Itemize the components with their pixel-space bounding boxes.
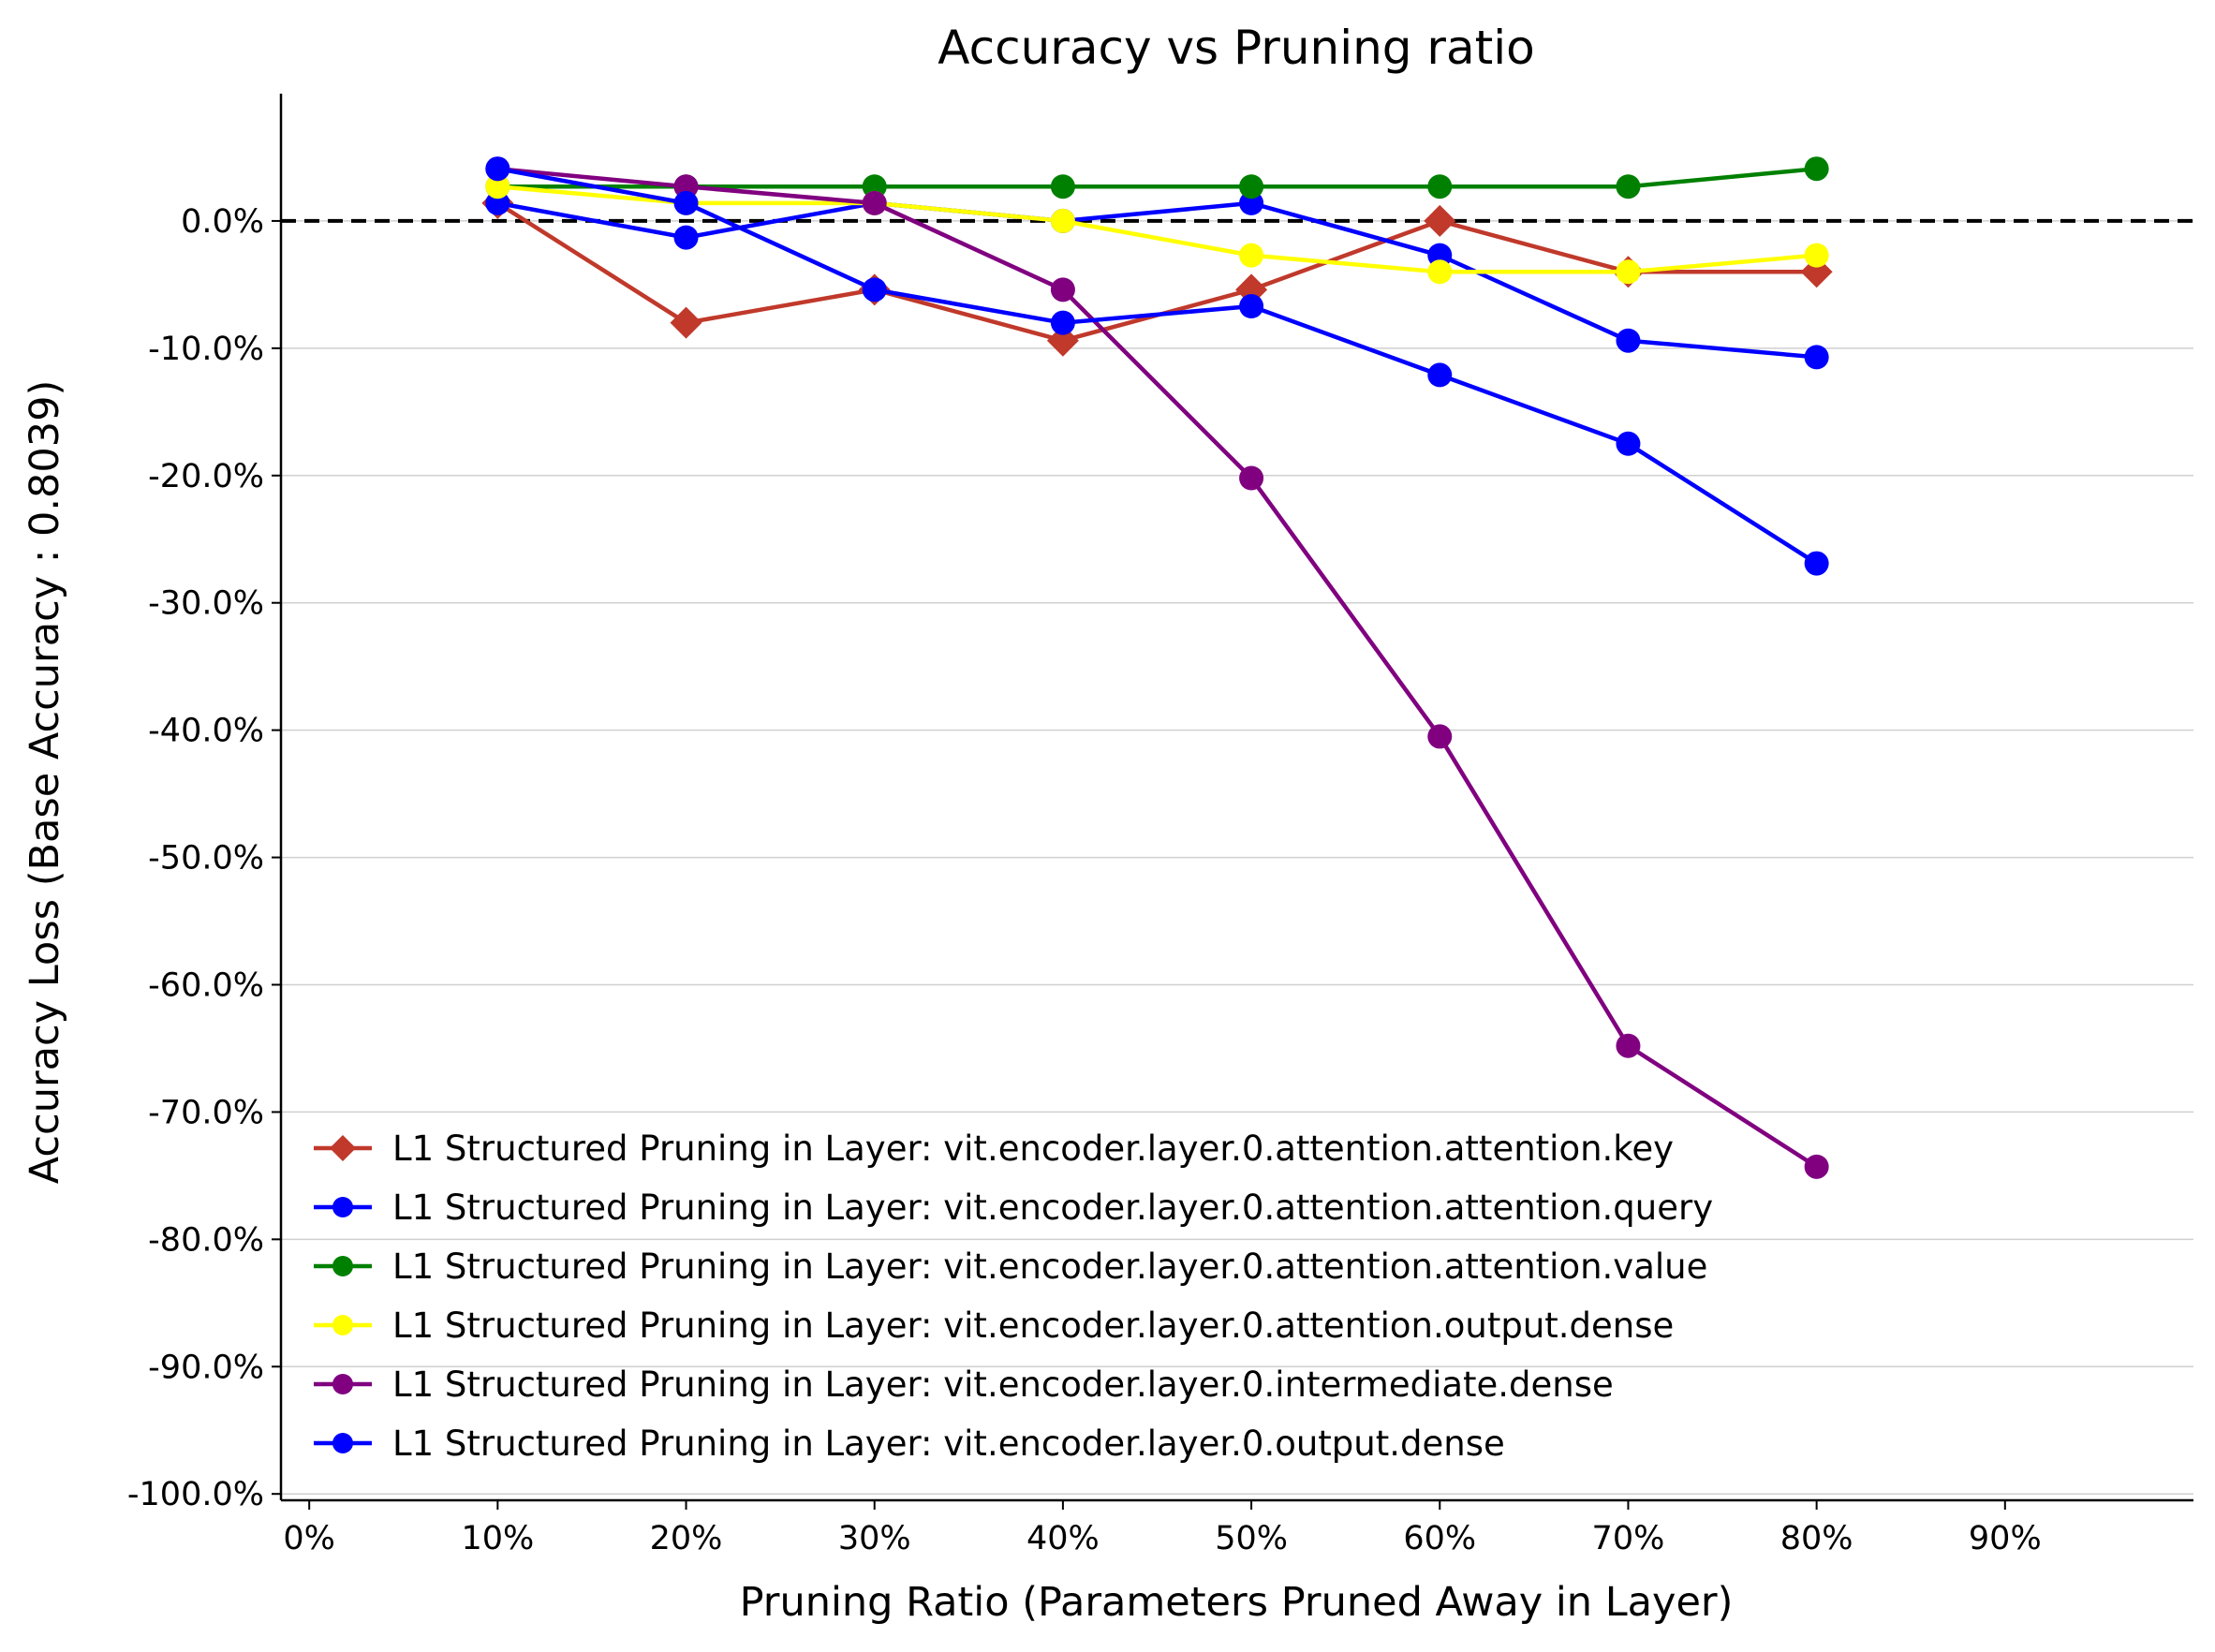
x-tick-label: 0% <box>283 1520 335 1557</box>
y-tick-label: -40.0% <box>148 713 264 750</box>
data-point <box>1050 174 1075 199</box>
x-axis-ticks: 0% 10% 20% 30% 40% 50% 60% 70% 80% 90% <box>283 1500 2042 1557</box>
legend-marker <box>332 1374 353 1394</box>
x-tick-label: 90% <box>1969 1520 2042 1557</box>
data-point <box>1427 362 1453 388</box>
legend-entry-6: L1 Structured Pruning in Layer: vit.enco… <box>314 1423 1505 1464</box>
x-tick-label: 30% <box>838 1520 911 1557</box>
data-point <box>1804 243 1829 268</box>
data-point <box>1804 551 1829 576</box>
data-point <box>1804 156 1829 182</box>
legend-marker <box>332 1256 353 1276</box>
x-tick-label: 40% <box>1026 1520 1100 1557</box>
legend-entry-5: L1 Structured Pruning in Layer: vit.enco… <box>314 1364 1614 1405</box>
x-tick-label: 20% <box>650 1520 723 1557</box>
y-tick-label: -30.0% <box>148 585 264 623</box>
chart-title: Accuracy vs Pruning ratio <box>938 21 1534 75</box>
axes <box>279 94 2193 1502</box>
series-line <box>496 200 1817 360</box>
legend-entry-3: L1 Structured Pruning in Layer: vit.enco… <box>314 1246 1707 1287</box>
y-tick-label: 0.0% <box>181 203 264 241</box>
y-tick-label: -80.0% <box>148 1221 264 1259</box>
data-point <box>1424 204 1456 237</box>
data-point <box>1804 345 1829 370</box>
y-axis-ticks: 0.0% -10.0% -20.0% -30.0% -40.0% -50.0% -60.0%… <box>127 203 281 1513</box>
data-point <box>1427 259 1453 285</box>
x-tick-label: 80% <box>1780 1520 1853 1557</box>
data-point <box>1239 465 1264 491</box>
series-group <box>481 156 1833 1179</box>
legend: L1 Structured Pruning in Layer: vit.enco… <box>314 1128 1713 1464</box>
data-point <box>1616 328 1641 353</box>
y-tick-label: -90.0% <box>148 1349 264 1386</box>
legend-entry-4: L1 Structured Pruning in Layer: vit.enco… <box>314 1305 1674 1346</box>
data-point <box>1616 431 1641 456</box>
legend-marker <box>332 1197 353 1217</box>
data-point <box>1046 324 1079 357</box>
y-tick-label: -60.0% <box>148 966 264 1004</box>
series-line <box>497 166 1818 1169</box>
data-point <box>1050 208 1075 233</box>
grid-lines <box>281 220 2193 1495</box>
y-axis-label: Accuracy Loss (Base Accuracy : 0.8039) <box>22 380 68 1185</box>
series-line <box>497 166 1817 189</box>
y-tick-label: -50.0% <box>148 840 264 878</box>
y-tick-label: -70.0% <box>148 1094 264 1131</box>
data-point <box>862 277 887 302</box>
legend-entry-2: L1 Structured Pruning in Layer: vit.enco… <box>314 1187 1713 1228</box>
data-point <box>1804 1154 1829 1179</box>
x-tick-label: 70% <box>1592 1520 1665 1557</box>
x-tick-label: 60% <box>1403 1520 1476 1557</box>
data-point <box>1050 277 1075 302</box>
data-point <box>1239 243 1264 268</box>
legend-label: L1 Structured Pruning in Layer: vit.enco… <box>392 1246 1707 1287</box>
legend-label: L1 Structured Pruning in Layer: vit.enco… <box>392 1305 1674 1346</box>
data-point <box>1427 724 1453 749</box>
legend-marker <box>330 1135 356 1161</box>
x-tick-label: 10% <box>461 1520 534 1557</box>
data-point <box>1616 1033 1641 1058</box>
y-tick-label: -20.0% <box>148 458 264 495</box>
legend-marker <box>332 1315 353 1335</box>
data-point <box>1616 259 1641 285</box>
x-axis-label: Pruning Ratio (Parameters Pruned Away in… <box>740 1579 1734 1626</box>
x-tick-label: 50% <box>1215 1520 1288 1557</box>
data-point <box>1239 293 1264 318</box>
y-tick-label: -10.0% <box>148 331 264 368</box>
data-point <box>1239 174 1264 199</box>
y-tick-label: -100.0% <box>127 1476 264 1513</box>
legend-label: L1 Structured Pruning in Layer: vit.enco… <box>392 1128 1674 1169</box>
legend-entry-1: L1 Structured Pruning in Layer: vit.enco… <box>314 1128 1674 1169</box>
legend-marker <box>332 1433 353 1453</box>
data-point <box>673 225 699 250</box>
legend-label: L1 Structured Pruning in Layer: vit.enco… <box>392 1187 1713 1228</box>
legend-label: L1 Structured Pruning in Layer: vit.enco… <box>392 1423 1505 1464</box>
data-point <box>862 190 887 215</box>
series-6 <box>485 156 1829 576</box>
series-5 <box>485 156 1829 1179</box>
legend-label: L1 Structured Pruning in Layer: vit.enco… <box>392 1364 1614 1405</box>
data-point <box>485 156 510 182</box>
data-point <box>673 190 699 215</box>
data-point <box>485 174 510 199</box>
data-point <box>670 306 702 339</box>
series-line <box>497 184 1817 274</box>
data-point <box>1050 310 1075 335</box>
data-point <box>1427 174 1453 199</box>
series-line <box>496 166 1818 566</box>
data-point <box>1616 174 1641 199</box>
